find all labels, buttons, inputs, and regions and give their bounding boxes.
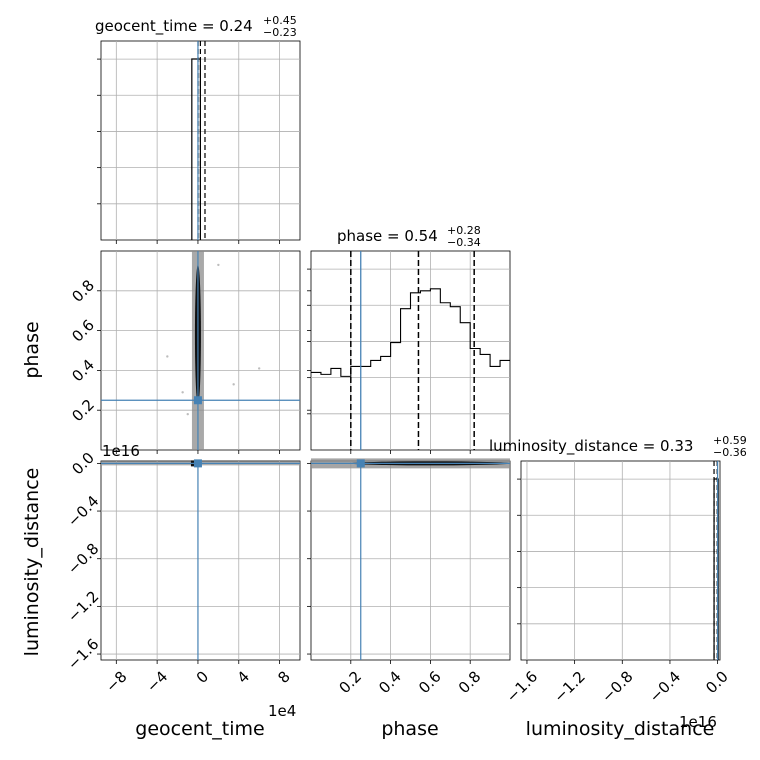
offset-luminosity-distance-y: 1e16 [102, 442, 140, 460]
tick-label-y-phase: 0.4 [68, 356, 98, 386]
histogram-geocent-time [191, 58, 201, 240]
tick-label-y-luminosity_distance: −1.6 [64, 635, 102, 673]
panel-frame [310, 460, 511, 661]
title-geocent-time-minus: −0.23 [263, 26, 297, 39]
scatter-point [217, 263, 220, 267]
tick-label-y-luminosity_distance: −0.8 [64, 540, 102, 578]
title-geocent-time: geocent_time = 0.24 [95, 17, 253, 36]
tick-label-y-phase: 0.6 [68, 316, 98, 346]
truth-marker [356, 459, 365, 468]
offset-geocent-time: 1e4 [268, 702, 296, 720]
tick-label-y-luminosity_distance: −0.4 [64, 492, 102, 530]
tick-label-x-geocent_time: 8 [274, 668, 293, 687]
tick-marks [97, 58, 719, 664]
panel-frame [100, 460, 301, 661]
xlabel-luminosity-distance: luminosity_distance [526, 718, 715, 740]
tick-label-y-luminosity_distance: 0.0 [68, 449, 98, 479]
title-luminosity-distance: luminosity_distance = 0.33 [489, 437, 693, 456]
tick-label-x-phase: 0.6 [415, 668, 445, 698]
tick-label-x-luminosity_distance: −0.4 [646, 668, 684, 706]
title-phase-plus: +0.28 [447, 224, 481, 237]
title-luminosity-distance-plus: +0.59 [713, 434, 747, 447]
truth-marker [193, 459, 202, 468]
tick-label-y-phase: 0.8 [68, 276, 98, 306]
title-phase: phase = 0.54 [337, 227, 438, 245]
ylabel-luminosity-distance: luminosity_distance [21, 468, 43, 657]
offset-luminosity-distance-x: 1e16 [679, 713, 717, 731]
truth-marker [193, 396, 202, 405]
scatter-point [232, 383, 235, 386]
tick-label-x-luminosity_distance: −1.2 [550, 668, 588, 706]
tick-label-x-luminosity_distance: −0.8 [598, 668, 636, 706]
panel-frame [310, 250, 511, 451]
scatter-point [181, 391, 184, 394]
tick-label-x-phase: 0.2 [335, 668, 365, 698]
tick-label-x-phase: 0.4 [375, 668, 405, 698]
tick-label-x-geocent_time: 4 [234, 668, 253, 687]
tick-labels: −8 −4 0 4 8 0.2 0.4 0.6 0.8 −1.6 −1.2 −0.8 −0.4 0.00.… [64, 276, 732, 706]
scatter-point [186, 412, 189, 416]
title-luminosity-distance-minus: −0.36 [713, 446, 747, 459]
tick-label-x-geocent_time: 0 [193, 668, 212, 687]
tick-label-x-phase: 0.8 [455, 668, 485, 698]
tick-label-x-luminosity_distance: 0.0 [702, 668, 732, 698]
ylabel-phase: phase [21, 321, 43, 378]
xlabel-geocent-time: geocent_time [135, 718, 264, 740]
xlabel-phase: phase [381, 718, 438, 740]
tick-label-x-geocent_time: −4 [143, 668, 171, 696]
title-geocent-time-plus: +0.45 [263, 14, 297, 27]
scatter-point [166, 355, 169, 358]
tick-label-y-luminosity_distance: −1.2 [64, 587, 102, 625]
histogram-phase [311, 288, 510, 377]
tick-label-x-luminosity_distance: −1.6 [503, 668, 541, 706]
tick-label-x-geocent_time: −8 [102, 668, 130, 696]
panel-frame [520, 460, 721, 661]
tick-label-y-phase: 0.2 [68, 396, 98, 426]
data-marks [101, 41, 719, 660]
title-phase-minus: −0.34 [447, 236, 481, 249]
scatter-point [257, 367, 261, 370]
